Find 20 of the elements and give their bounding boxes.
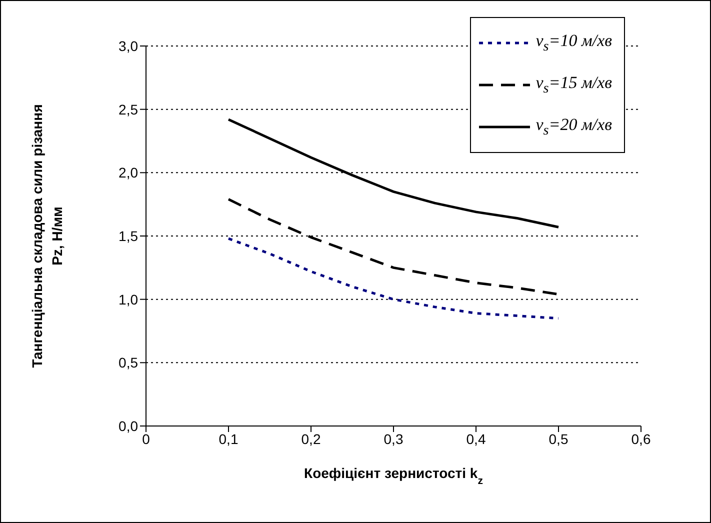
y-tick-label: 1,5 [118, 228, 138, 244]
x-tick-label: 0,3 [384, 430, 404, 447]
x-tick-label: 0 [142, 430, 150, 447]
legend-label: v$_{s}$=10 м/хв [536, 30, 612, 56]
x-tick-label: 0,4 [466, 430, 486, 447]
x-tick-label: 0,1 [218, 430, 238, 447]
y-tick-label: 1,0 [118, 291, 138, 308]
y-tick-label: 0,0 [118, 418, 138, 434]
y-tick-label: 2,5 [118, 101, 138, 118]
legend-label: v$_{s}$=20 м/хв [536, 114, 612, 140]
y-tick-label: 3,0 [118, 38, 138, 54]
x-tick-label: 0,2 [301, 430, 321, 447]
y-tick-label: 0,5 [118, 354, 138, 371]
x-axis-title: Коефіцієнт зернистості k$_{z}$ [304, 465, 483, 487]
line-series [227, 237, 560, 320]
x-tick-label: 0,5 [548, 430, 568, 447]
y-axis-title: Тангенціальна складова сили різання Pz, Н/мм [29, 104, 65, 368]
legend-label: v$_{s}$=15 м/хв [536, 72, 612, 98]
y-tick-label: 2,0 [118, 164, 138, 181]
x-tick-label: 0,6 [631, 430, 651, 447]
